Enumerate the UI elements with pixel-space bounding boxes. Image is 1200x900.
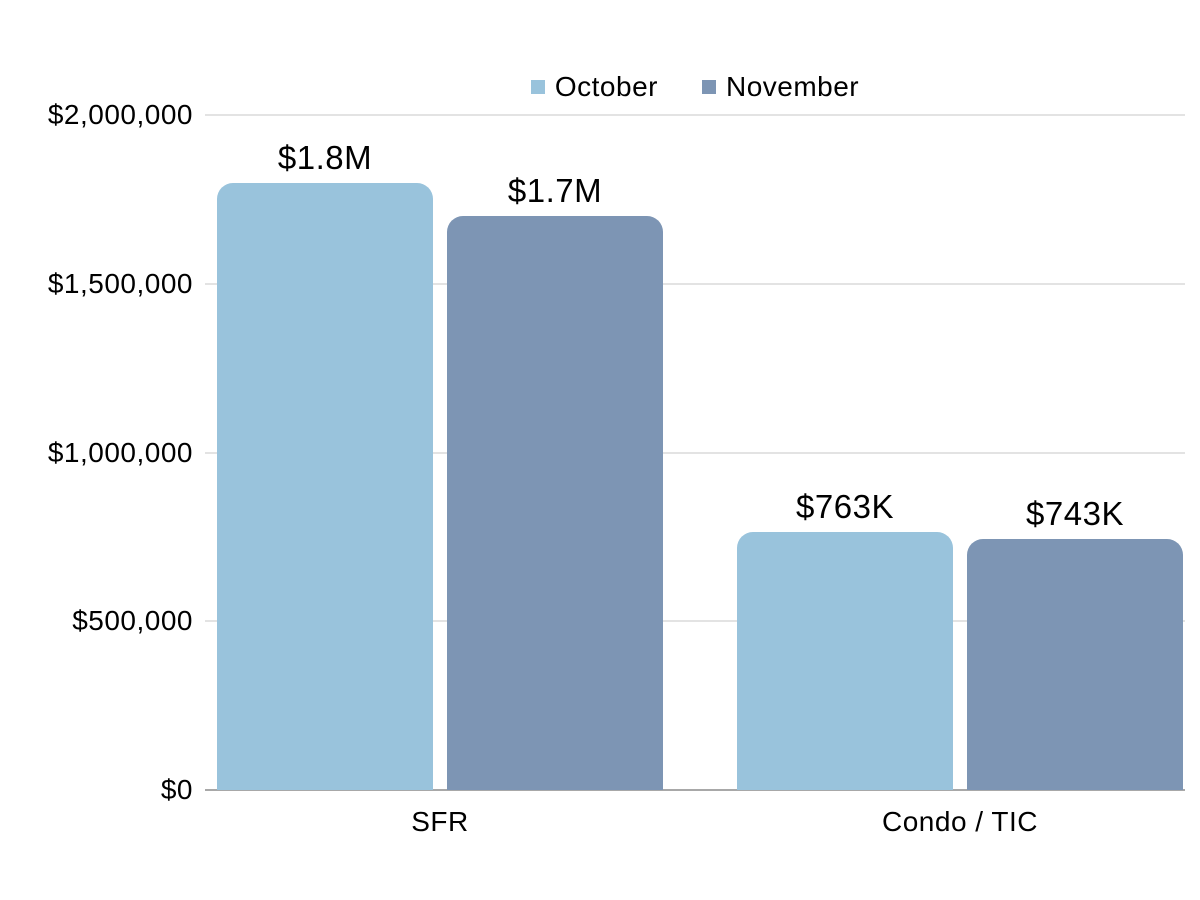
legend-item-october: October <box>530 71 658 103</box>
y-axis-tick-label: $1,000,000 <box>47 436 193 468</box>
gridline <box>205 114 1185 116</box>
bar-value-label-october-condo-tic: $763K <box>796 488 894 526</box>
bar-november-condo-tic <box>967 539 1183 790</box>
x-axis-category-label-sfr: SFR <box>411 806 469 837</box>
legend-item-november: November <box>701 71 860 103</box>
y-axis-tick-label: $500,000 <box>72 605 193 637</box>
y-axis-tick-label: $2,000,000 <box>47 99 193 130</box>
gridline <box>205 620 1185 623</box>
bar-value-label-october-sfr: $1.8M <box>277 138 373 176</box>
gridline <box>205 451 1185 454</box>
x-axis-category-label-condo-tic: Condo / TIC <box>882 806 1038 837</box>
y-axis-tick-label: $1,500,000 <box>47 267 193 299</box>
bar-november-sfr <box>447 216 663 790</box>
x-axis-line <box>205 789 1185 791</box>
legend-marker-november-icon <box>701 80 716 94</box>
legend-label: October <box>554 71 658 102</box>
bar-october-condo-tic <box>737 532 953 790</box>
y-axis-tick-label: $0 <box>160 774 193 805</box>
legend: October November <box>205 62 1185 112</box>
legend-label: November <box>725 71 860 102</box>
gridline <box>205 282 1185 285</box>
bar-value-label-november-condo-tic: $743K <box>1026 495 1124 533</box>
bar-october-sfr <box>217 182 433 790</box>
legend-marker-october-icon <box>530 80 545 94</box>
bar-value-label-november-sfr: $1.7M <box>507 172 603 210</box>
